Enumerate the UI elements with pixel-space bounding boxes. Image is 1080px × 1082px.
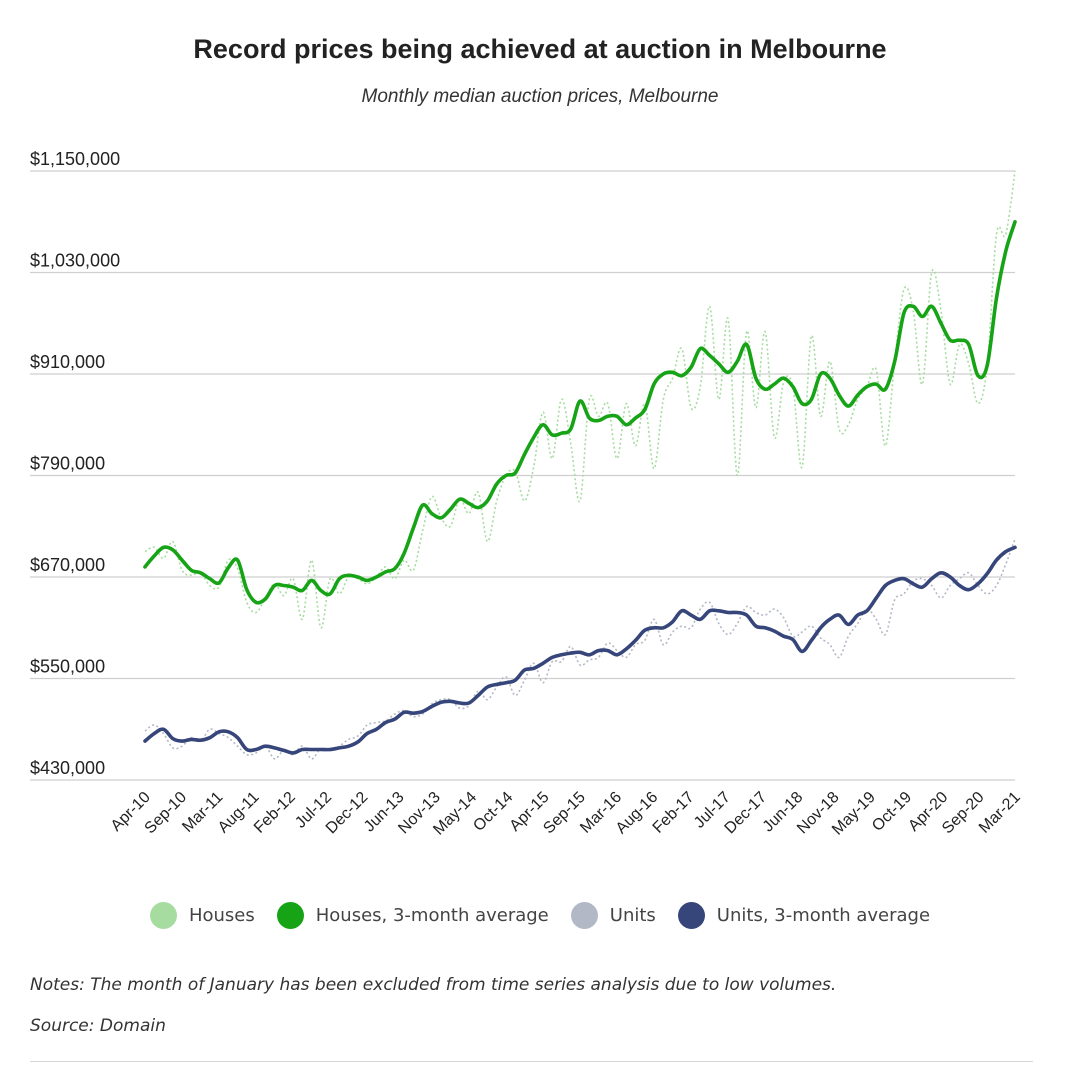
legend-label-houses: Houses bbox=[188, 905, 255, 926]
legend-item-units[interactable]: Units bbox=[570, 902, 656, 929]
legend-item-houses-avg[interactable]: Houses, 3-month average bbox=[276, 902, 549, 929]
series-line-units-3-month-average[interactable] bbox=[143, 545, 1017, 755]
line-chart: $430,000 $550,000 $670,000 $790,000 $910,000… bbox=[30, 149, 1024, 839]
y-tick-label: $1,030,000 bbox=[30, 251, 120, 271]
legend-label-houses-avg: Houses, 3-month average bbox=[315, 905, 549, 926]
chart-notes: Notes: The month of January has been exc… bbox=[30, 975, 837, 995]
y-tick-label: $790,000 bbox=[30, 454, 105, 474]
legend-swatch-houses bbox=[149, 902, 177, 929]
chart-subtitle: Monthly median auction prices, Melbourne bbox=[361, 86, 719, 107]
legend-label-units: Units bbox=[609, 905, 656, 926]
chart-title: Record prices being achieved at auction … bbox=[193, 34, 887, 64]
gridlines bbox=[30, 170, 1015, 781]
x-axis-ticks: Apr-10Sep-10Mar-11Aug-11Feb-12Jul-12Dec-… bbox=[108, 789, 1024, 839]
x-tick-label: Feb-12 bbox=[251, 789, 299, 837]
legend-item-houses[interactable]: Houses bbox=[149, 902, 255, 929]
series-line-units[interactable] bbox=[144, 538, 1016, 760]
legend-swatch-houses-avg bbox=[276, 902, 304, 929]
legend-swatch-units-avg bbox=[677, 902, 705, 929]
legend-item-units-avg[interactable]: Units, 3-month average bbox=[677, 902, 931, 929]
legend: Houses Houses, 3-month average Units Uni… bbox=[0, 902, 1080, 929]
legend-label-units-avg: Units, 3-month average bbox=[716, 905, 931, 926]
x-tick-label: Oct-19 bbox=[869, 789, 915, 835]
series-lines bbox=[143, 170, 1017, 760]
bottom-divider bbox=[30, 1061, 1033, 1062]
y-tick-label: $430,000 bbox=[30, 758, 105, 778]
x-tick-label: Feb-17 bbox=[650, 789, 698, 837]
series-line-houses-3-month-average[interactable] bbox=[143, 220, 1017, 605]
y-axis-ticks: $430,000 $550,000 $670,000 $790,000 $910,000… bbox=[30, 149, 120, 778]
legend-swatch-units bbox=[570, 902, 598, 929]
chart-source: Source: Domain bbox=[30, 1016, 166, 1036]
y-tick-label: $670,000 bbox=[30, 555, 105, 575]
x-tick-label: Mar-21 bbox=[976, 789, 1024, 837]
y-tick-label: $1,150,000 bbox=[30, 149, 120, 169]
y-tick-label: $910,000 bbox=[30, 352, 105, 372]
y-tick-label: $550,000 bbox=[30, 657, 105, 677]
x-tick-label: Oct-14 bbox=[470, 789, 516, 835]
